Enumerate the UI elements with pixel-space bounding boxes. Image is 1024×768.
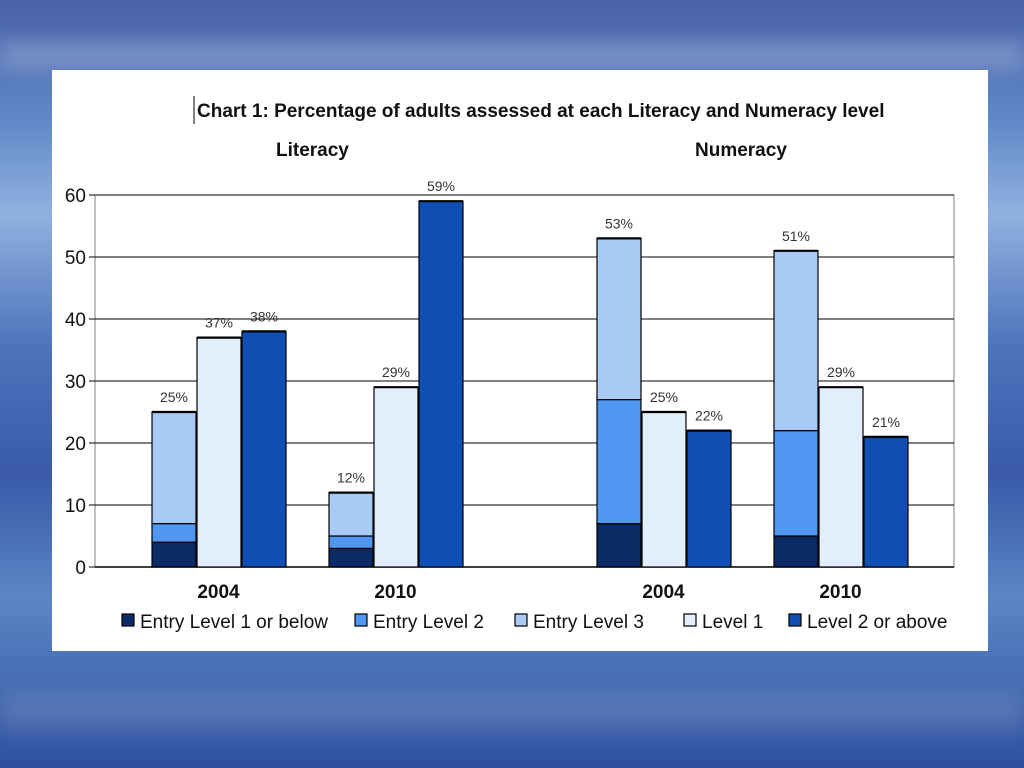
bar-segment-entry-level-1-or-below <box>151 541 197 568</box>
legend-label: Level 2 or above <box>807 612 948 633</box>
data-label: 53% <box>605 215 633 231</box>
data-label: 38% <box>250 308 278 324</box>
data-label: 29% <box>382 364 410 380</box>
data-label: 59% <box>427 178 455 194</box>
bar-segment-entry-level-2 <box>328 535 374 549</box>
legend-swatch <box>683 613 697 627</box>
legend: Entry Level 1 or below Entry Level 2 Entry… <box>121 612 948 633</box>
bar-segment-entry-level-1-or-below <box>328 547 374 568</box>
bar-segment-entry-level-2 <box>596 399 642 525</box>
data-label: 21% <box>872 414 900 430</box>
background-streak <box>0 40 1024 70</box>
legend-label: Level 1 <box>702 612 763 633</box>
x-category-label: 2010 <box>374 582 416 603</box>
x-category-label: 2010 <box>819 582 861 603</box>
y-tick-label: 30 <box>65 372 86 393</box>
legend-label: Entry Level 1 or below <box>140 612 328 633</box>
y-tick-label: 60 <box>65 186 86 207</box>
data-label: 25% <box>160 389 188 405</box>
bar-segment-level-2-or-above <box>863 436 909 568</box>
x-category-label: 2004 <box>642 582 685 603</box>
bar-segment-level-1 <box>641 411 687 568</box>
background-streak <box>0 690 1024 730</box>
legend-swatch <box>354 613 368 627</box>
bar-segment-level-2-or-above <box>418 200 464 568</box>
bar-segment-entry-level-3 <box>328 492 374 537</box>
bar-segment-level-2-or-above <box>686 430 732 568</box>
legend-swatch <box>121 613 135 627</box>
bar-segment-level-2-or-above <box>241 330 287 568</box>
y-tick-label: 0 <box>75 558 86 579</box>
chart-title: Chart 1: Percentage of adults assessed a… <box>197 101 884 122</box>
y-tick-label: 50 <box>65 248 86 269</box>
bar-segment-entry-level-2 <box>151 523 197 543</box>
data-label: 22% <box>695 408 723 424</box>
data-label: 25% <box>650 389 678 405</box>
legend-swatch <box>514 613 528 627</box>
chart: Chart 1: Percentage of adults assessed a… <box>65 96 955 633</box>
data-label: 37% <box>205 315 233 331</box>
bar-segment-entry-level-2 <box>773 430 819 537</box>
bar-segment-level-1 <box>818 386 864 568</box>
x-category-label: 2004 <box>197 582 240 603</box>
bar-segment-level-1 <box>196 337 242 568</box>
bar-segment-entry-level-3 <box>773 250 819 432</box>
data-label: 12% <box>337 470 365 486</box>
y-tick-label: 10 <box>65 496 86 517</box>
bar-segment-entry-level-3 <box>596 237 642 401</box>
panel-title-numeracy: Numeracy <box>695 140 787 161</box>
y-tick-label: 20 <box>65 434 86 455</box>
plot-area: 0 10 20 30 40 50 60 25% 37% 38% 2004 12% 29% 59% 2010 5… <box>65 178 955 603</box>
chart-card: Chart 1: Percentage of adults assessed a… <box>52 70 988 651</box>
data-label: 29% <box>827 364 855 380</box>
bar-segment-entry-level-1-or-below <box>596 523 642 568</box>
bar-segment-entry-level-1-or-below <box>773 535 819 568</box>
y-tick-label: 40 <box>65 310 86 331</box>
data-label: 51% <box>782 228 810 244</box>
panel-title-literacy: Literacy <box>276 140 349 161</box>
legend-label: Entry Level 2 <box>373 612 484 633</box>
legend-label: Entry Level 3 <box>533 612 644 633</box>
bar-segment-entry-level-3 <box>151 411 197 525</box>
bar-segment-level-1 <box>373 386 419 568</box>
legend-swatch <box>788 613 802 627</box>
